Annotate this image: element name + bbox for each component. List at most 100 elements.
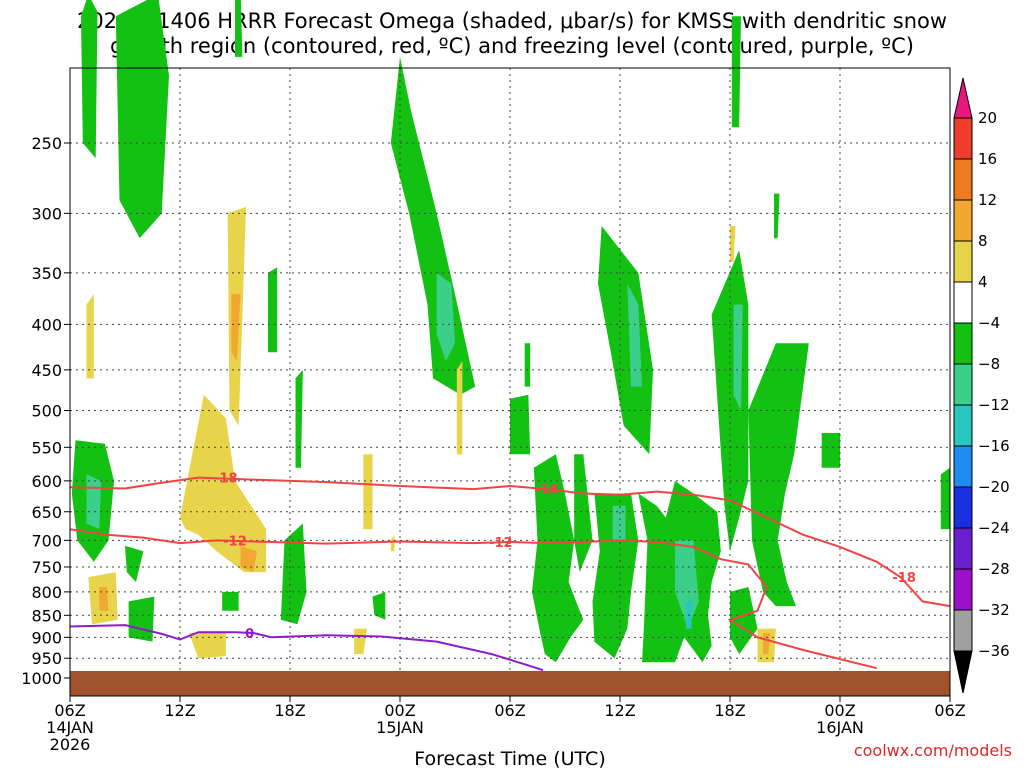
colorbar-segment-11 xyxy=(953,568,973,611)
colorbar-segment-8 xyxy=(953,445,973,488)
contour-lines: -18 -18 -18 -12 -12 0 xyxy=(69,472,951,672)
omega-region-1 xyxy=(115,0,169,239)
omega-region-0 xyxy=(81,0,98,159)
y-tick-label-750: 750 xyxy=(31,558,62,577)
omega-region-14 xyxy=(240,545,257,573)
colorbar-segment-7 xyxy=(953,404,973,447)
y-tick-label-950: 950 xyxy=(31,649,62,668)
colorbar-segment-10 xyxy=(953,527,973,570)
omega-region-27 xyxy=(524,343,531,387)
omega-region-26 xyxy=(510,394,531,455)
colorbar-segment-1 xyxy=(953,158,973,201)
colorbar-segment-12 xyxy=(953,609,973,652)
x-tick-label-18-1: 00Z xyxy=(384,701,415,720)
omega-region-13 xyxy=(231,294,241,362)
colorbar: 20 16 12 8 4 −4 −8 −12 −16 −20 −24 −28 −32 −36 xyxy=(953,77,1010,694)
omega-region-15 xyxy=(268,267,278,353)
omega-region-9 xyxy=(128,596,155,642)
x-tick-label-0-1: 06Z xyxy=(54,701,85,720)
omega-region-30 xyxy=(598,226,653,455)
omega-region-24 xyxy=(390,534,395,552)
colorbar-label-11: −28 xyxy=(978,560,1010,578)
x-tick-label-42-1: 00Z xyxy=(824,701,855,720)
colorbar-segment-9 xyxy=(953,486,973,529)
y-tick-label-300: 300 xyxy=(31,204,62,223)
contour-label--18: -18 xyxy=(535,483,559,498)
y-tick-label-500: 500 xyxy=(31,402,62,421)
contour-label--18: -18 xyxy=(892,571,916,586)
contour--18 xyxy=(69,476,951,608)
contour-0 xyxy=(69,624,544,672)
omega-region-35 xyxy=(675,540,699,629)
omega-region-43 xyxy=(731,16,741,128)
colorbar-label-13: −36 xyxy=(978,642,1010,660)
plot-area: -18 -18 -18 -12 -12 0 xyxy=(69,0,951,697)
omega-region-11 xyxy=(189,633,226,659)
omega-region-7 xyxy=(99,587,109,611)
omega-region-5 xyxy=(86,474,102,530)
omega-region-8 xyxy=(125,545,144,583)
omega-region-16 xyxy=(222,591,239,611)
x-tick-label-30-1: 12Z xyxy=(604,701,635,720)
colorbar-segment-6 xyxy=(953,363,973,406)
omega-region-31 xyxy=(627,283,642,387)
colorbar-segment-2 xyxy=(953,199,973,242)
x-tick-label-42-2: 16JAN xyxy=(816,718,864,737)
colorbar-top-arrow xyxy=(953,77,973,119)
omega-region-2 xyxy=(235,0,243,57)
contour-label--12: -12 xyxy=(489,536,513,551)
colorbar-label-6: −8 xyxy=(978,355,1000,373)
contour-label--12: -12 xyxy=(223,534,247,549)
contour-label-0: 0 xyxy=(245,627,254,642)
omega-region-20 xyxy=(363,454,373,530)
colorbar-segment-4 xyxy=(953,281,973,324)
x-tick-label-18-2: 15JAN xyxy=(376,718,424,737)
omega-region-39 xyxy=(748,343,809,607)
x-tick-label-36-1: 18Z xyxy=(714,701,745,720)
y-tick-label-600: 600 xyxy=(31,472,62,491)
omega-region-23 xyxy=(372,591,386,620)
x-tick-label-0-2: 14JAN xyxy=(46,718,94,737)
contour--12 xyxy=(69,528,877,670)
y-tick-label-450: 450 xyxy=(31,361,62,380)
credit-text: coolwx.com/models xyxy=(854,741,1012,760)
y-tick-label-900: 900 xyxy=(31,628,62,647)
colorbar-label-5: −4 xyxy=(978,314,1000,332)
y-tick-label-250: 250 xyxy=(31,134,62,153)
x-tick-label-48-1: 06Z xyxy=(934,701,965,720)
chart-title-line1: 2026011406 HRRR Forecast Omega (shaded, … xyxy=(77,9,947,33)
y-tick-label-650: 650 xyxy=(31,503,62,522)
colorbar-segment-5 xyxy=(953,322,973,365)
y-tick-label-400: 400 xyxy=(31,315,62,334)
colorbar-label-2: 12 xyxy=(978,191,997,209)
omega-region-3 xyxy=(86,294,94,379)
y-tick-label-850: 850 xyxy=(31,606,62,625)
chart-title-line2: growth region (contoured, red, ºC) and f… xyxy=(110,34,914,58)
y-tick-label-800: 800 xyxy=(31,583,62,602)
y-tick-label-550: 550 xyxy=(31,438,62,457)
colorbar-segment-0 xyxy=(953,117,973,160)
y-tick-label-700: 700 xyxy=(31,531,62,550)
omega-region-10 xyxy=(180,394,267,573)
omega-region-33 xyxy=(612,505,626,541)
omega-region-22 xyxy=(436,272,455,362)
omega-region-18 xyxy=(280,523,307,625)
omega-shading xyxy=(71,0,950,663)
x-tick-label-0-3: 2026 xyxy=(50,735,91,754)
omega-region-45 xyxy=(730,226,736,262)
omega-region-28 xyxy=(532,454,584,663)
colorbar-bottom-arrow xyxy=(953,650,973,694)
colorbar-segment-3 xyxy=(953,240,973,283)
omega-region-47 xyxy=(940,467,950,530)
contour-label--18: -18 xyxy=(214,472,238,487)
omega-region-46 xyxy=(821,432,840,468)
colorbar-label-8: −16 xyxy=(978,437,1010,455)
omega-region-17 xyxy=(295,369,303,468)
colorbar-label-1: 16 xyxy=(978,150,997,168)
x-axis-label: Forecast Time (UTC) xyxy=(414,748,605,768)
y-tick-label-1000: 1000 xyxy=(21,669,62,688)
colorbar-label-12: −32 xyxy=(978,601,1010,619)
x-tick-label-24-1: 06Z xyxy=(494,701,525,720)
